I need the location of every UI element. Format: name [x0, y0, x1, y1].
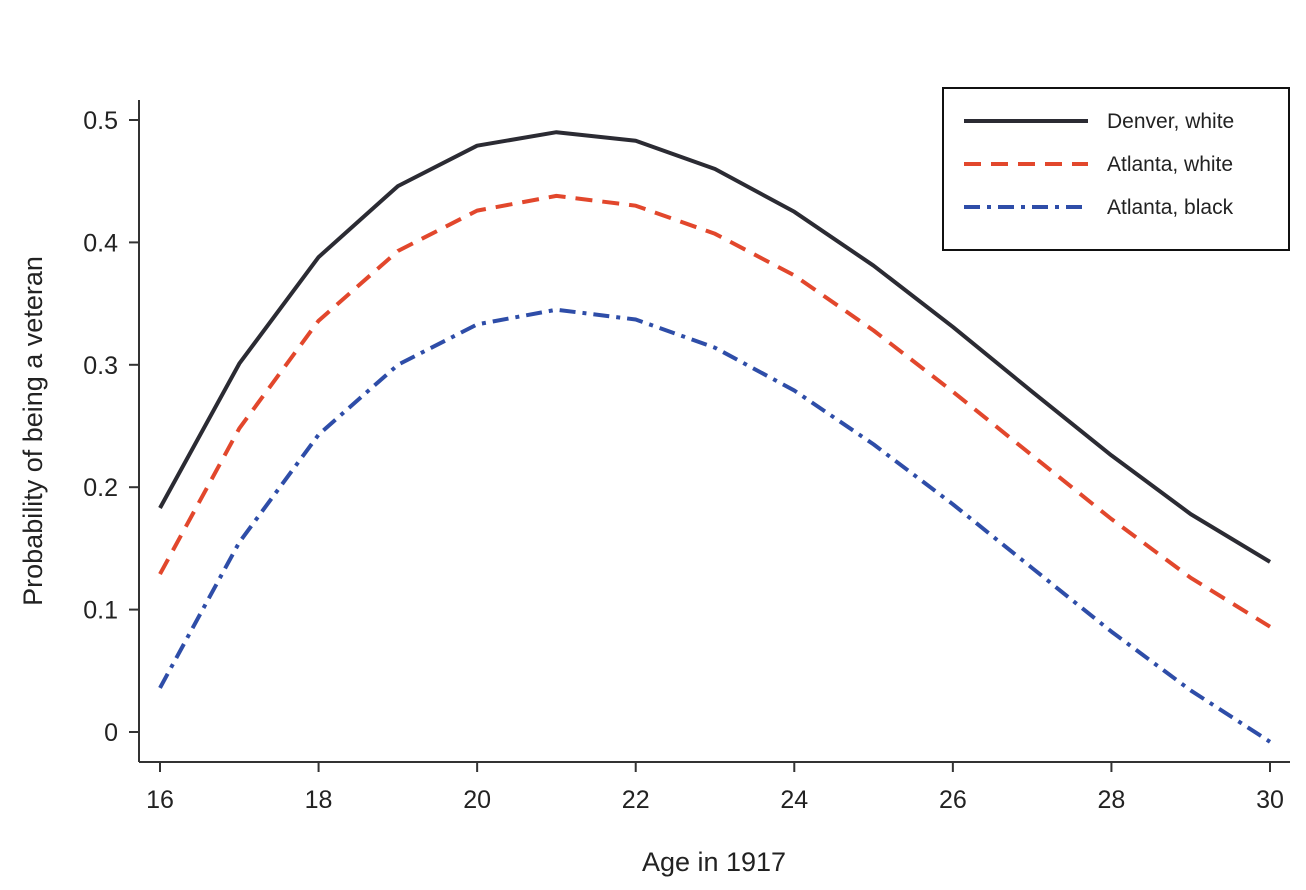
y-tick-label-0.4: 0.4	[83, 229, 118, 257]
series-line-atlanta-black	[158, 307, 1272, 744]
x-tick-label-30: 30	[1256, 786, 1284, 814]
x-tick-label-22: 22	[622, 786, 650, 814]
legend: Denver, white Atlanta, white Atlanta, blac…	[942, 87, 1290, 251]
x-tick-label-28: 28	[1098, 786, 1126, 814]
x-tick-label-18: 18	[305, 786, 333, 814]
x-tick-label-26: 26	[939, 786, 967, 814]
x-tick-label-16: 16	[146, 786, 174, 814]
x-tick-label-24: 24	[780, 786, 808, 814]
y-tick-label-0: 0	[104, 719, 118, 747]
legend-label-denver-white: Denver, white	[1107, 110, 1234, 133]
y-tick-label-0.5: 0.5	[83, 107, 118, 135]
x-axis-title: Age in 1917	[642, 847, 786, 877]
legend-label-atlanta-black: Atlanta, black	[1107, 196, 1234, 219]
y-tick-label-0.1: 0.1	[83, 597, 118, 625]
series-line-atlanta-white	[158, 193, 1272, 629]
y-ticks: 0 0.1 0.2 0.3 0.4 0.5	[83, 107, 139, 747]
y-tick-label-0.2: 0.2	[83, 474, 118, 502]
axes	[138, 100, 1290, 763]
x-ticks: 16 18 20 22 24 26 28 30	[146, 762, 1284, 814]
y-tick-label-0.3: 0.3	[83, 352, 118, 380]
legend-label-atlanta-white: Atlanta, white	[1107, 153, 1233, 176]
y-axis-title: Probability of being a veteran	[18, 256, 48, 606]
x-tick-label-20: 20	[463, 786, 491, 814]
legend-box	[942, 87, 1290, 251]
plot-area	[158, 130, 1272, 744]
